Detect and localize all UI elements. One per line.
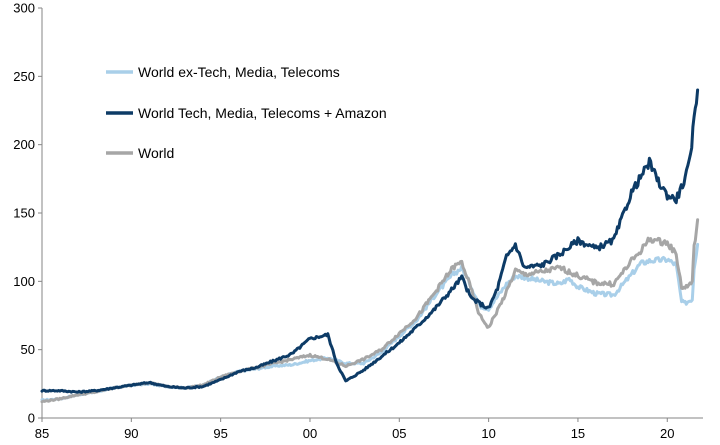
y-tick-label: 100	[13, 274, 35, 289]
y-tick-label: 50	[21, 342, 35, 357]
x-tick-label: 85	[35, 426, 49, 441]
legend-label: World	[138, 145, 174, 161]
x-tick-label: 95	[213, 426, 227, 441]
series-line-0	[40, 242, 700, 403]
legend-label: World ex-Tech, Media, Telecoms	[138, 64, 340, 80]
series-lines	[40, 88, 700, 404]
y-tick-label: 200	[13, 137, 35, 152]
x-tick-label: 05	[392, 426, 406, 441]
x-tick-label: 90	[124, 426, 138, 441]
legend: World ex-Tech, Media, Telecoms World Tech…	[106, 64, 387, 161]
y-tick-label: 300	[13, 1, 35, 16]
x-tick-label: 20	[660, 426, 674, 441]
y-tick-label: 0	[28, 411, 35, 426]
series-line-1	[40, 88, 700, 394]
axes: 0 50 100 150 200 250 300 85 90 95 00 05 10 15 20	[13, 1, 703, 441]
legend-label: World Tech, Media, Telecoms + Amazon	[138, 105, 387, 121]
x-tick-label: 15	[571, 426, 585, 441]
y-tick-label: 150	[13, 206, 35, 221]
x-tick-label: 00	[303, 426, 317, 441]
y-tick-label: 250	[13, 69, 35, 84]
x-tick-label: 10	[481, 426, 495, 441]
